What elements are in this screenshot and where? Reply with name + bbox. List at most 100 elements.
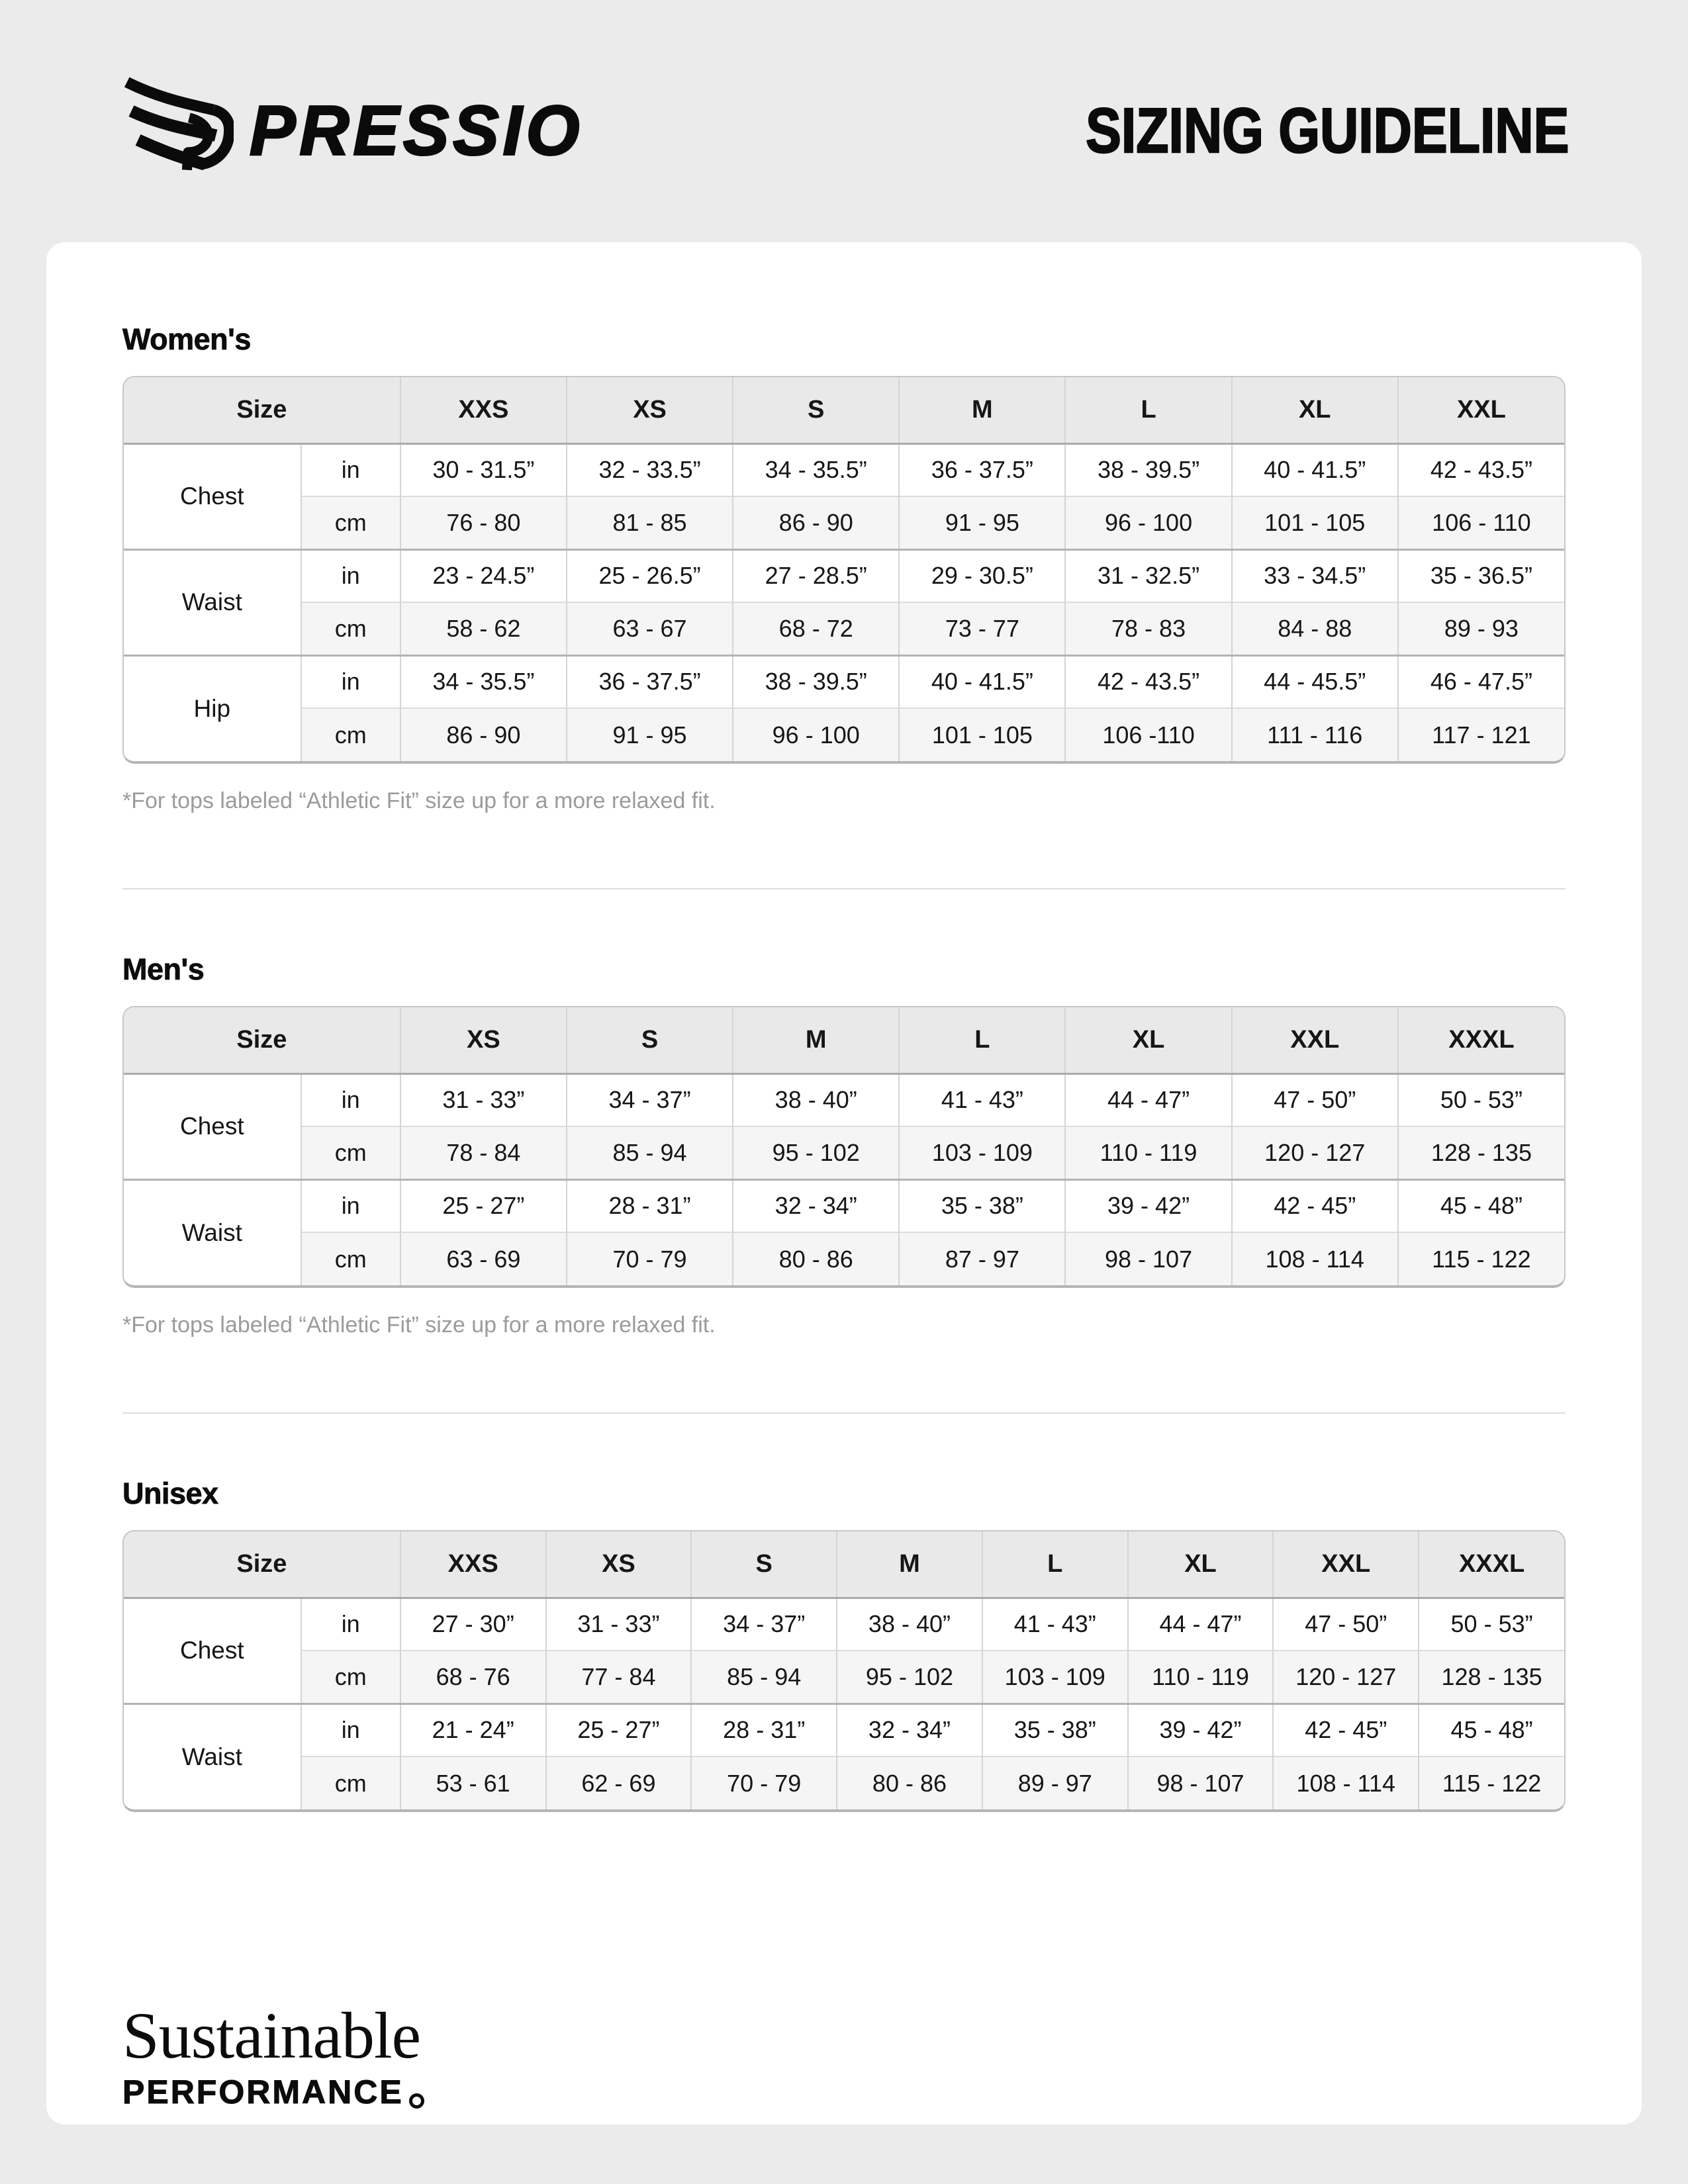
section-heading-unisex: Unisex <box>122 1477 219 1510</box>
size-header-l: L <box>981 1531 1128 1599</box>
size-column-label: Size <box>124 1531 400 1599</box>
unit-cell-cm: cm <box>300 1650 400 1704</box>
size-value-cell: 128 - 135 <box>1418 1650 1564 1704</box>
size-value-cell: 42 - 43.5” <box>1064 654 1232 708</box>
size-value-cell: 39 - 42” <box>1064 1178 1232 1232</box>
size-value-cell: 84 - 88 <box>1231 602 1398 655</box>
size-value-cell: 44 - 45.5” <box>1231 654 1398 708</box>
size-value-cell: 81 - 85 <box>565 496 733 549</box>
measurement-label: Chest <box>124 1073 301 1179</box>
size-value-cell: 76 - 80 <box>399 496 567 549</box>
unisex-size-table: Size XXS XS S M L XL XXL XXXL Chest in 27 - 30” 31 -… <box>122 1530 1566 1812</box>
brand-logo: PRESSIO <box>122 75 583 187</box>
size-value-cell: 42 - 43.5” <box>1397 443 1564 496</box>
size-value-cell: 89 - 93 <box>1397 602 1564 655</box>
section-heading-womens: Women's <box>122 322 252 356</box>
size-table: Size XXS XS S M L XL XXL XXXL Chest in 27 - 30” 31 -… <box>124 1531 1564 1809</box>
measurement-label: Chest <box>124 443 301 549</box>
size-value-cell: 34 - 35.5” <box>732 443 900 496</box>
size-value-cell: 45 - 48” <box>1397 1178 1564 1232</box>
size-value-cell: 86 - 90 <box>732 496 900 549</box>
section-divider <box>122 1412 1566 1414</box>
unit-cell-in: in <box>300 1178 400 1232</box>
size-value-cell: 106 - 110 <box>1397 496 1564 549</box>
measurement-label: Waist <box>124 548 301 655</box>
size-value-cell: 78 - 84 <box>399 1126 567 1179</box>
size-value-cell: 101 - 105 <box>1231 496 1398 549</box>
size-header-xxxl: XXXL <box>1397 1007 1564 1075</box>
size-header-xxs: XXS <box>399 1531 546 1599</box>
size-value-cell: 42 - 45” <box>1231 1178 1398 1232</box>
size-value-cell: 34 - 35.5” <box>399 654 567 708</box>
size-header-xxs: XXS <box>399 377 567 445</box>
size-header-s: S <box>732 377 900 445</box>
footer-line1: Sustainable <box>122 1999 421 2072</box>
size-value-cell: 35 - 36.5” <box>1397 548 1564 602</box>
size-value-cell: 111 - 116 <box>1231 707 1398 761</box>
size-value-cell: 86 - 90 <box>399 707 567 761</box>
header: PRESSIO SIZING GUIDELINE <box>0 0 1688 242</box>
size-value-cell: 108 - 114 <box>1272 1756 1419 1809</box>
measurement-label: Waist <box>124 1178 301 1285</box>
size-header-xxxl: XXXL <box>1418 1531 1564 1599</box>
size-value-cell: 38 - 39.5” <box>732 654 900 708</box>
size-value-cell: 25 - 27” <box>399 1178 567 1232</box>
size-value-cell: 45 - 48” <box>1418 1702 1564 1756</box>
size-value-cell: 68 - 76 <box>399 1650 546 1704</box>
size-value-cell: 103 - 109 <box>981 1650 1128 1704</box>
size-header-xxl: XXL <box>1397 377 1564 445</box>
size-value-cell: 36 - 37.5” <box>565 654 733 708</box>
unit-cell-cm: cm <box>300 1756 400 1809</box>
unit-cell-in: in <box>300 1073 400 1126</box>
size-column-label: Size <box>124 1007 400 1075</box>
size-value-cell: 91 - 95 <box>565 707 733 761</box>
size-value-cell: 50 - 53” <box>1397 1073 1564 1126</box>
size-value-cell: 25 - 26.5” <box>565 548 733 602</box>
size-value-cell: 46 - 47.5” <box>1397 654 1564 708</box>
size-value-cell: 128 - 135 <box>1397 1126 1564 1179</box>
womens-footnote: *For tops labeled “Athletic Fit” size up… <box>122 788 716 813</box>
size-header-xxl: XXL <box>1272 1531 1419 1599</box>
size-value-cell: 40 - 41.5” <box>898 654 1066 708</box>
size-value-cell: 68 - 72 <box>732 602 900 655</box>
unisex-size-table-slot: Size XXS XS S M L XL XXL XXXL Chest in 27 - 30” 31 -… <box>122 1530 1566 1812</box>
size-value-cell: 85 - 94 <box>565 1126 733 1179</box>
section-unisex: Unisex Size XXS XS S M L XL XXL XXXL Chest in 27 - … <box>122 1477 1566 1812</box>
unit-cell-cm: cm <box>300 1126 400 1179</box>
size-value-cell: 87 - 97 <box>898 1232 1066 1285</box>
size-value-cell: 27 - 30” <box>399 1598 546 1651</box>
size-value-cell: 50 - 53” <box>1418 1598 1564 1651</box>
size-value-cell: 31 - 33” <box>399 1073 567 1126</box>
size-value-cell: 70 - 79 <box>565 1232 733 1285</box>
size-value-cell: 38 - 40” <box>732 1073 900 1126</box>
circle-mark-icon <box>408 2093 424 2109</box>
size-value-cell: 41 - 43” <box>898 1073 1066 1126</box>
size-header-l: L <box>1064 377 1232 445</box>
size-header-xxl: XXL <box>1231 1007 1398 1075</box>
size-value-cell: 31 - 33” <box>545 1598 692 1651</box>
size-header-s: S <box>690 1531 837 1599</box>
size-value-cell: 53 - 61 <box>399 1756 546 1809</box>
brand-name: PRESSIO <box>248 91 584 171</box>
size-value-cell: 35 - 38” <box>981 1702 1128 1756</box>
size-value-cell: 91 - 95 <box>898 496 1066 549</box>
size-value-cell: 110 - 119 <box>1127 1650 1274 1704</box>
womens-size-table: Size XXS XS S M L XL XXL Chest in 30 - 31.5” 32 - 3… <box>122 376 1566 764</box>
size-value-cell: 25 - 27” <box>545 1702 692 1756</box>
size-value-cell: 73 - 77 <box>898 602 1066 655</box>
unit-cell-cm: cm <box>300 1232 400 1285</box>
unit-cell-cm: cm <box>300 707 400 761</box>
size-value-cell: 115 - 122 <box>1418 1756 1564 1809</box>
size-value-cell: 47 - 50” <box>1272 1598 1419 1651</box>
size-value-cell: 40 - 41.5” <box>1231 443 1398 496</box>
pressio-wing-icon <box>124 77 234 171</box>
size-value-cell: 98 - 107 <box>1064 1232 1232 1285</box>
unit-cell-in: in <box>300 654 400 708</box>
measurement-label: Hip <box>124 654 301 761</box>
size-value-cell: 30 - 31.5” <box>399 443 567 496</box>
size-value-cell: 96 - 100 <box>732 707 900 761</box>
size-value-cell: 21 - 24” <box>399 1702 546 1756</box>
size-value-cell: 78 - 83 <box>1064 602 1232 655</box>
section-heading-mens: Men's <box>122 952 205 986</box>
size-value-cell: 47 - 50” <box>1231 1073 1398 1126</box>
